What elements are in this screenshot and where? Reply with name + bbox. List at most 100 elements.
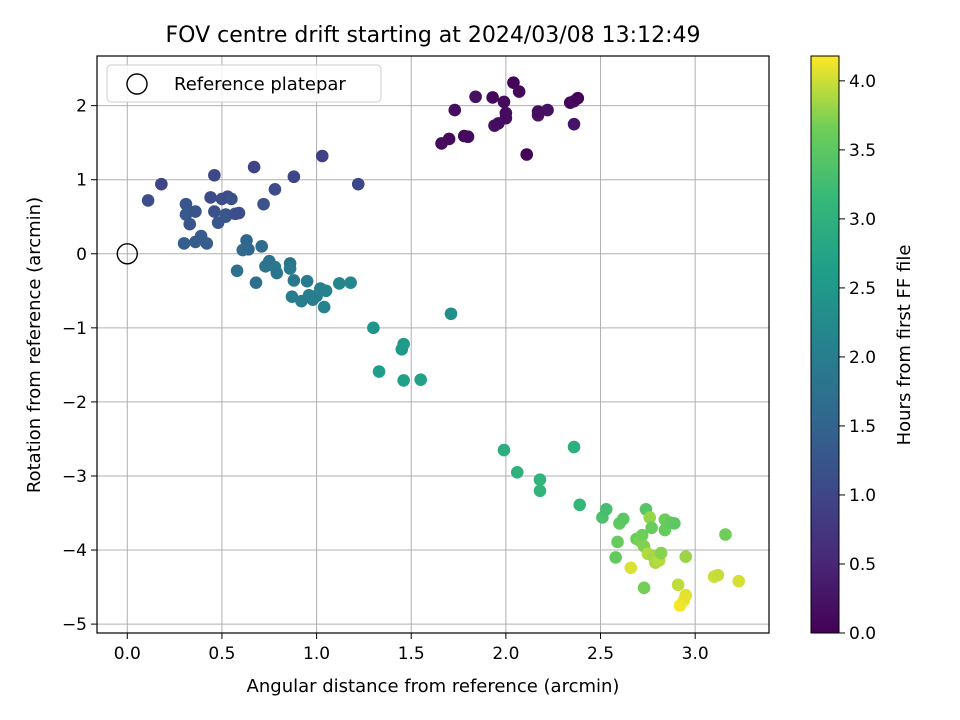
colorbar-tick-label: 4.0 (849, 72, 876, 92)
data-point (671, 578, 685, 592)
data-point (414, 373, 427, 386)
data-point (679, 588, 693, 602)
data-point (711, 568, 725, 582)
y-axis-ticks: −5 −4 −3 −2 −1 0 1 2 (62, 97, 97, 635)
data-point (232, 206, 246, 220)
data-point (200, 237, 214, 250)
data-point (444, 307, 458, 321)
chart-title: FOV centre drift starting at 2024/03/08 … (166, 23, 701, 48)
y-tick-label: −4 (62, 541, 87, 561)
data-point (635, 528, 649, 542)
data-point (287, 274, 301, 287)
data-point (442, 132, 456, 146)
data-point (208, 168, 221, 182)
data-point (573, 498, 587, 512)
data-point (448, 103, 462, 117)
data-point (189, 205, 202, 218)
data-point (247, 160, 261, 174)
colorbar-tick-label: 3.0 (849, 210, 876, 230)
data-point (654, 546, 668, 560)
data-point (520, 148, 534, 161)
colorbar-ticks: 0.0 0.5 1.0 1.5 2.0 2.5 3.0 3.5 4.0 (839, 72, 876, 644)
colorbar-tick-label: 0.5 (849, 555, 876, 575)
data-point (332, 277, 346, 290)
data-point (285, 290, 299, 304)
data-point (637, 581, 651, 595)
colorbar-tick-label: 2.5 (849, 279, 876, 299)
data-point (344, 276, 357, 289)
data-point (315, 149, 329, 163)
data-point (155, 177, 168, 191)
data-point (533, 484, 547, 498)
data-point (257, 197, 270, 211)
legend-box (106, 64, 382, 103)
data-point (268, 183, 282, 196)
data-point (679, 550, 693, 564)
data-point (533, 473, 547, 486)
legend-entry: Reference platepar (174, 74, 346, 95)
y-tick-label: −5 (62, 615, 87, 635)
data-point (531, 105, 545, 118)
colorbar-tick-label: 2.0 (849, 348, 876, 368)
data-point (510, 465, 524, 479)
y-tick-label: −1 (62, 319, 87, 339)
data-point (668, 517, 681, 530)
data-point (208, 205, 221, 218)
data-point (497, 95, 511, 109)
data-point (189, 235, 202, 249)
colorbar-bar (810, 55, 840, 634)
colorbar-tick-label: 1.0 (849, 486, 876, 506)
x-tick-label: 1.0 (303, 644, 330, 664)
data-point (179, 208, 193, 221)
data-point (225, 192, 238, 206)
y-tick-label: −2 (62, 393, 87, 413)
colorbar-tick-label: 3.5 (849, 141, 876, 161)
data-point (571, 91, 585, 105)
data-point (300, 274, 314, 288)
data-point (719, 528, 732, 541)
data-point (372, 365, 386, 378)
data-point (319, 284, 333, 298)
data-point (624, 561, 638, 575)
x-tick-label: 2.5 (587, 644, 614, 664)
x-tick-label: 2.0 (492, 644, 519, 664)
data-point (367, 321, 380, 335)
data-point (512, 85, 526, 98)
data-point (599, 503, 613, 516)
data-point (283, 262, 297, 275)
data-point (351, 177, 365, 191)
data-point (183, 217, 197, 231)
data-point (179, 197, 193, 211)
data-point (497, 443, 511, 457)
colorbar: 0.0 0.5 1.0 1.5 2.0 2.5 3.0 3.5 4.0 Hours from f… (810, 55, 915, 644)
colorbar-tick-label: 1.5 (849, 417, 876, 437)
data-point (397, 374, 410, 387)
data-point (486, 91, 499, 104)
x-tick-label: 1.5 (398, 644, 425, 664)
x-axis-label: Angular distance from reference (arcmin) (247, 676, 620, 697)
data-point (499, 106, 513, 120)
y-tick-label: 1 (76, 171, 87, 191)
y-tick-label: 0 (76, 245, 87, 265)
data-point (219, 210, 233, 224)
data-point (255, 240, 268, 253)
data-point (287, 170, 301, 184)
y-tick-label: −3 (62, 467, 87, 487)
data-point (541, 103, 554, 117)
data-point (609, 551, 622, 564)
data-point (732, 574, 746, 588)
reference-platepar-marker (116, 243, 138, 265)
data-point (249, 276, 263, 289)
grid-lines (97, 56, 769, 633)
x-axis-ticks: 0.0 0.5 1.0 1.5 2.0 2.5 3.0 (114, 633, 709, 664)
data-point (270, 266, 284, 280)
data-point (567, 440, 581, 454)
plot-frame (96, 55, 770, 634)
y-axis-label: Rotation from reference (arcmin) (24, 197, 45, 493)
data-point (567, 117, 581, 131)
colorbar-label: Hours from first FF file (894, 245, 915, 446)
data-point (645, 521, 658, 535)
data-point (177, 237, 191, 250)
data-point (317, 300, 331, 314)
